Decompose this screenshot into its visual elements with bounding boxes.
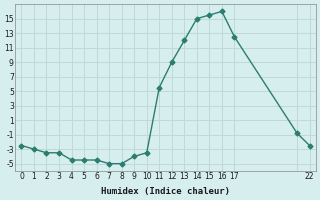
X-axis label: Humidex (Indice chaleur): Humidex (Indice chaleur) [101,187,230,196]
